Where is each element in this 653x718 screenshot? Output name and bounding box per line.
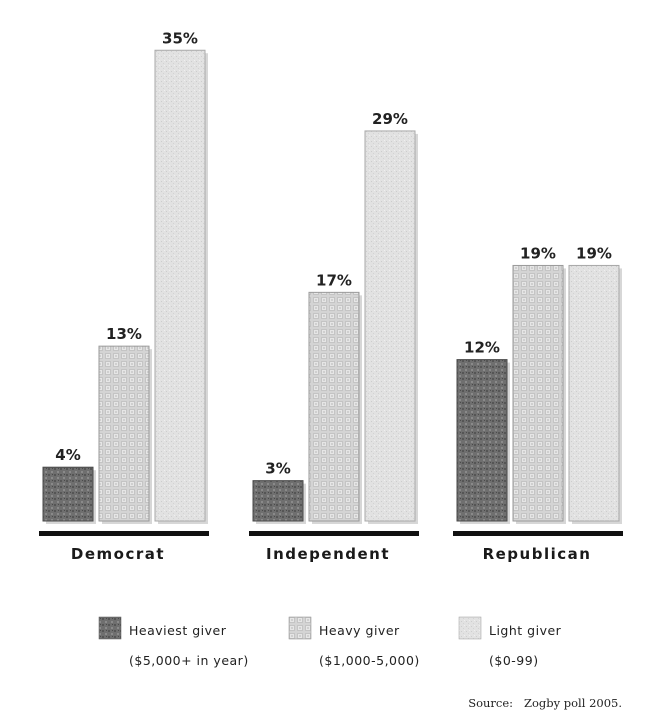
bar-label-republican-light: 19% [576, 244, 612, 262]
bar-label-democrat-heaviest: 4% [55, 446, 80, 464]
bar-label-democrat-light: 35% [162, 29, 198, 47]
legend-swatch-heavy [288, 616, 312, 640]
baselines-layer [39, 531, 623, 536]
bar-label-independent-light: 29% [372, 110, 408, 128]
bar-independent-heaviest [252, 480, 304, 522]
bar-label-independent-heavy: 17% [316, 271, 352, 289]
legend-detail-heavy: ($1,000-5,000) [319, 653, 420, 668]
bar-independent-light [364, 130, 416, 522]
legend-label-heavy: Heavy giver [319, 623, 400, 638]
bar-label-republican-heavy: 19% [520, 244, 556, 262]
legend-detail-light: ($0-99) [489, 653, 539, 668]
legend: Heaviest giver ($5,000+ in year) Heavy g… [98, 616, 562, 668]
bar-democrat-heavy [98, 345, 150, 522]
bar-republican-heaviest [456, 359, 508, 522]
bar-label-republican-heaviest: 12% [464, 339, 500, 357]
baseline-democrat [39, 531, 209, 536]
group-label-republican: Republican [483, 545, 592, 563]
legend-detail-heaviest: ($5,000+ in year) [129, 653, 249, 668]
bar-label-democrat-heavy: 13% [106, 325, 142, 343]
legend-label-heaviest: Heaviest giver [129, 623, 227, 638]
bars-layer: 4% 13% 35% 3% 17% 29% 12% 19% 19% [42, 29, 622, 524]
legend-swatch-heaviest [98, 616, 122, 640]
bar-democrat-light [154, 49, 206, 522]
legend-swatch-light [458, 616, 482, 640]
bar-independent-heavy [308, 291, 360, 522]
baseline-republican [453, 531, 623, 536]
group-label-democrat: Democrat [71, 545, 165, 563]
source-note: Source: Zogby poll 2005. [468, 696, 622, 710]
bar-republican-light [568, 264, 620, 522]
bar-republican-heavy [512, 264, 564, 522]
group-label-independent: Independent [266, 545, 390, 563]
legend-label-light: Light giver [489, 623, 562, 638]
bar-democrat-heaviest [42, 466, 94, 522]
bar-label-independent-heaviest: 3% [265, 460, 290, 478]
baseline-independent [249, 531, 419, 536]
